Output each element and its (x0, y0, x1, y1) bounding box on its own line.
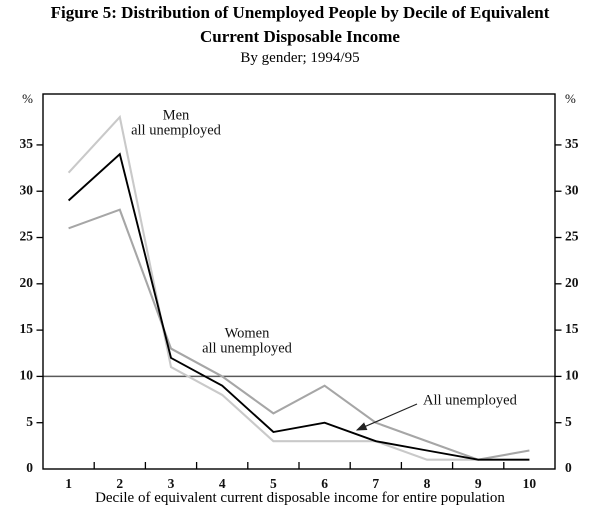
y-tick-label-left: 30 (20, 182, 34, 197)
y-axis-unit-right: % (565, 91, 576, 106)
y-tick-label-left: 15 (20, 321, 34, 336)
y-tick-label-left: 5 (26, 414, 33, 429)
y-tick-label-right: 35 (565, 136, 579, 151)
x-tick-label: 5 (270, 476, 277, 491)
figure-title-line1: Figure 5: Distribution of Unemployed Peo… (50, 3, 550, 22)
y-tick-label-left: 35 (20, 136, 34, 151)
series-line-men-all-unemployed (67, 114, 530, 461)
annotation-label: Women (225, 325, 270, 341)
y-tick-label-right: 0 (565, 460, 572, 475)
y-axis-unit-left: % (22, 91, 33, 106)
annotation-arrow (355, 403, 418, 431)
y-tick-label-right: 25 (565, 229, 579, 244)
y-tick-label-right: 20 (565, 275, 579, 290)
x-tick-label: 10 (523, 476, 537, 491)
y-tick-label-left: 0 (26, 460, 33, 475)
y-tick-label-left: 10 (20, 368, 34, 383)
figure-subtitle: By gender; 1994/95 (240, 50, 360, 66)
annotation-label: Men (163, 107, 190, 123)
x-axis-caption: Decile of equivalent current disposable … (95, 490, 505, 506)
y-tick-label-right: 15 (565, 321, 579, 336)
figure-title: Figure 5: Distribution of Unemployed Peo… (0, 1, 600, 49)
y-tick-label-right: 10 (565, 368, 579, 383)
x-tick-label: 2 (116, 476, 123, 491)
series-line-women-all-unemployed (68, 208, 530, 461)
x-tick-label: 3 (168, 476, 175, 491)
figure-title-line2: Current Disposable Income (200, 27, 400, 46)
y-tick-label-right: 5 (565, 414, 572, 429)
y-tick-label-left: 25 (20, 229, 34, 244)
x-tick-label: 6 (321, 476, 328, 491)
x-tick-label: 4 (219, 476, 226, 491)
line-chart: 0 0 5 5 10 10 15 15 20 20 25 25 30 30 35 35% % 1 2 3 4 5 6 7 8 9 1… (20, 91, 579, 491)
x-tick-label: 9 (475, 476, 482, 491)
annotation-label: all unemployed (131, 122, 222, 138)
plot-border (42, 93, 556, 470)
series-line-all-unemployed (67, 152, 530, 461)
annotation-label: all unemployed (202, 340, 293, 356)
annotation-label: All unemployed (423, 392, 518, 408)
y-tick-label-right: 30 (565, 182, 579, 197)
x-tick-label: 8 (424, 476, 431, 491)
y-tick-label-left: 20 (20, 275, 34, 290)
x-tick-label: 1 (65, 476, 72, 491)
x-tick-label: 7 (372, 476, 379, 491)
